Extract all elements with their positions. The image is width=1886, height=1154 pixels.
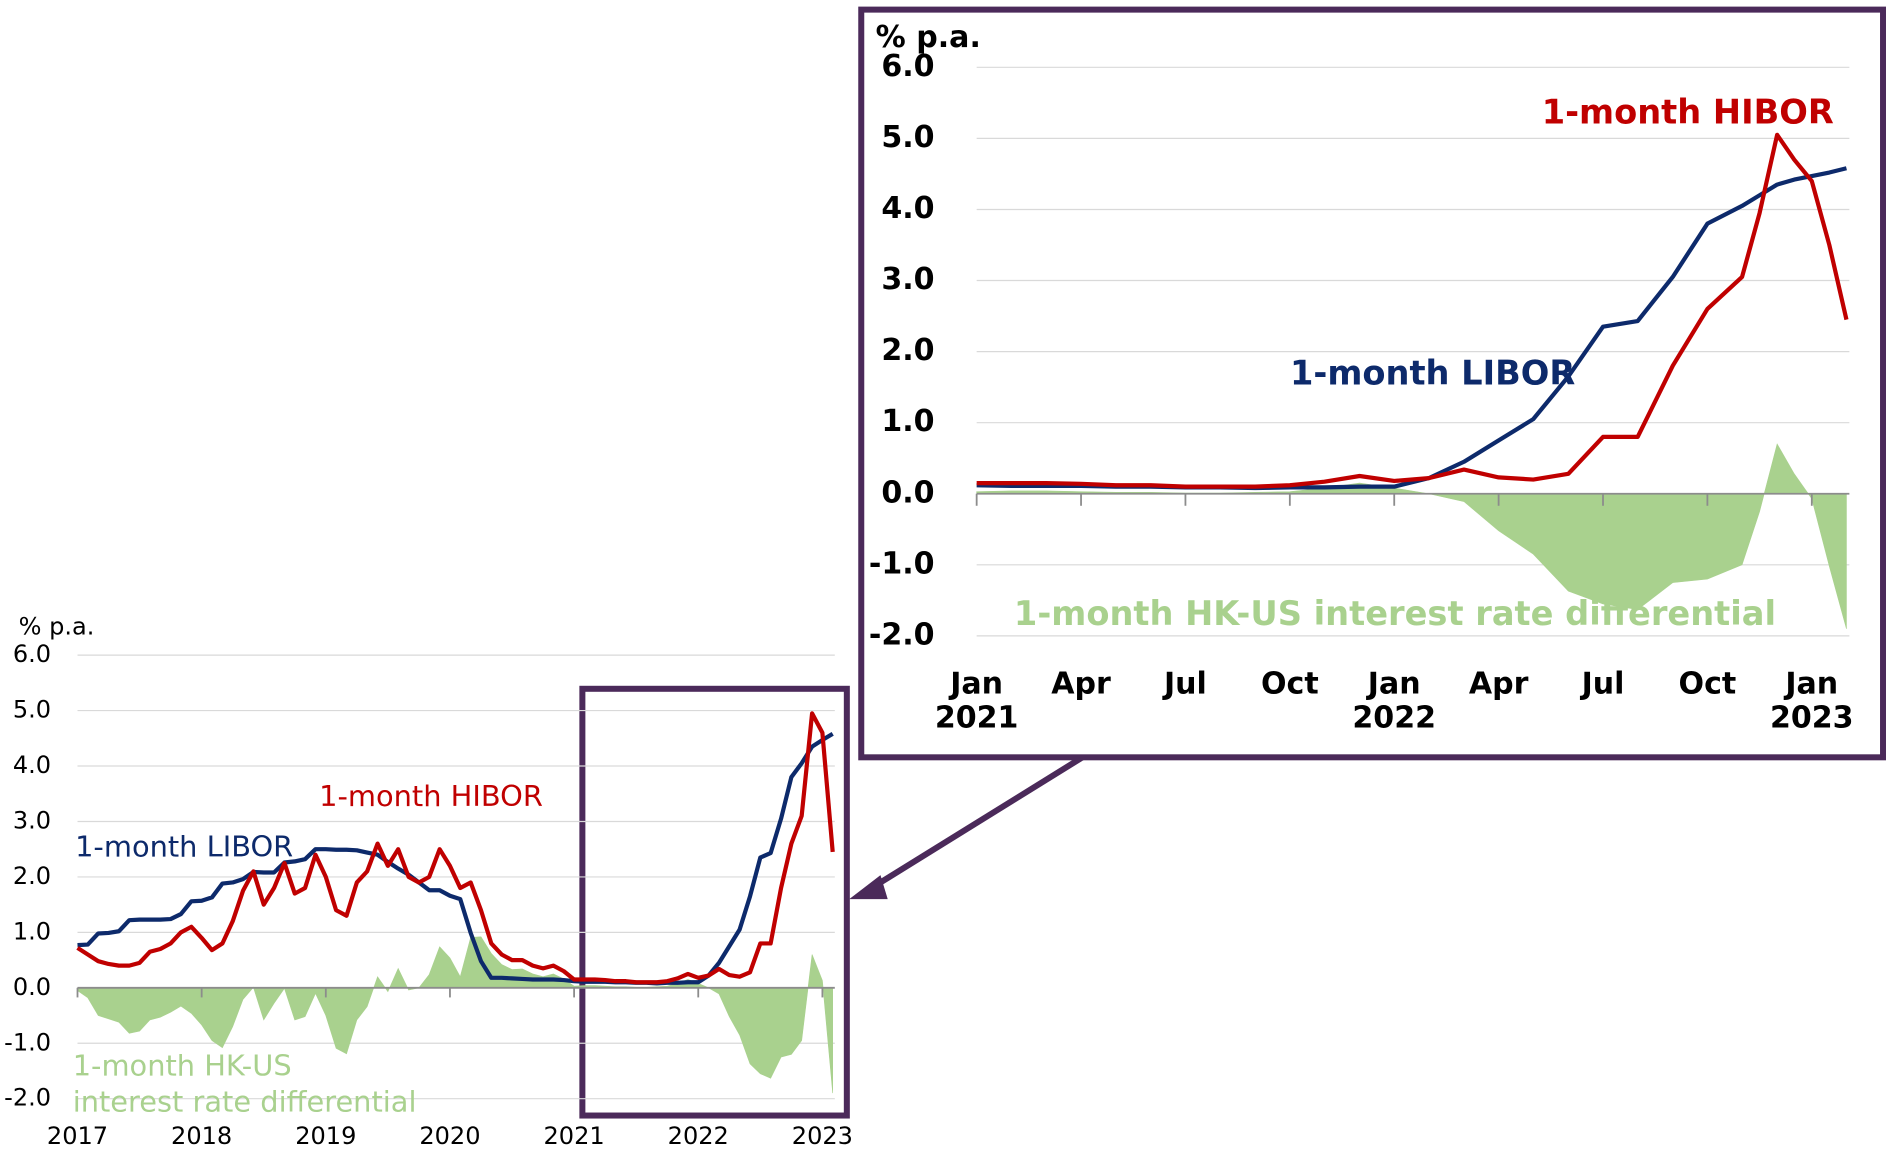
x-tick-label: Apr [1469,667,1529,702]
x-tick-label: Jul [1162,667,1207,702]
y-axis-unit: % p.a. [19,612,95,640]
x-tick-label: Oct [1261,667,1319,702]
annotation: interest rate differential [73,1085,417,1119]
x-tick-label: 2020 [419,1122,480,1150]
x-tick-label: 2019 [295,1122,356,1150]
series-label: 1-month HIBOR [1542,93,1834,132]
y-tick-label: 5.0 [881,120,934,155]
y-tick-label: 4.0 [13,751,51,779]
x-tick-label: Jan [1366,667,1421,702]
series-label: 1-month LIBOR [1290,354,1575,393]
area [77,936,834,1094]
y-tick-label: 4.0 [881,191,934,226]
y-axis-unit: % p.a. [876,20,981,55]
area [976,443,1847,629]
series-label: 1-month LIBOR [75,830,293,864]
y-tick-label: 1.0 [13,917,51,945]
zoom-arrow [859,754,1085,897]
inset-frame [858,6,1886,761]
y-tick-label: 3.0 [881,262,934,297]
x-tick-label: Apr [1051,667,1111,702]
y-tick-label: 5.0 [13,696,51,724]
x-tick-label: Oct [1679,667,1737,702]
y-tick-label: -2.0 [4,1084,51,1112]
y-tick-label: 6.0 [881,49,934,84]
zoom-box [579,685,850,1119]
x-tick-label: 2018 [171,1122,232,1150]
x-tick-label: Jan [948,667,1003,702]
x-tick-label: 2021 [544,1122,605,1150]
x-tick-label: 2017 [47,1122,108,1150]
series-label: 1-month HK-US interest rate differential [1014,594,1776,633]
annotation: 1-month HK-US [73,1048,292,1082]
series-label: 1-month HIBOR [319,779,543,813]
line [76,711,835,985]
x-year-label: 2023 [1770,700,1854,735]
line [976,132,1849,489]
x-tick-label: Jan [1783,667,1838,702]
arrow-head [849,875,888,900]
y-tick-label: 0.0 [13,973,51,1001]
y-tick-label: 2.0 [881,333,934,368]
x-tick-label: Jul [1580,667,1625,702]
y-tick-label: -1.0 [4,1028,51,1056]
x-year-label: 2021 [935,700,1019,735]
y-tick-label: 1.0 [881,404,934,439]
y-tick-label: -2.0 [869,617,935,652]
x-tick-label: 2022 [668,1122,729,1150]
x-year-label: 2022 [1352,700,1436,735]
y-tick-label: -1.0 [869,546,935,581]
y-tick-label: 6.0 [13,640,51,668]
y-tick-label: 3.0 [13,806,51,834]
x-tick-label: 2023 [792,1122,853,1150]
y-tick-label: 0.0 [881,475,934,510]
y-tick-label: 2.0 [13,862,51,890]
